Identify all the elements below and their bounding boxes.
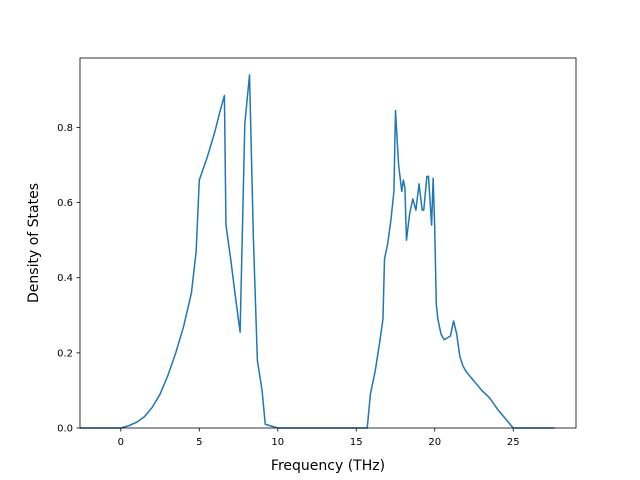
y-tick-label: 0.8 bbox=[57, 123, 73, 134]
x-tick-label: 20 bbox=[428, 437, 441, 448]
plot-frame bbox=[79, 57, 577, 429]
x-axis-ticks: 0 5 10 15 20 25 bbox=[118, 428, 520, 448]
x-tick-label: 15 bbox=[350, 437, 363, 448]
x-tick-label: 25 bbox=[507, 437, 520, 448]
x-tick-label: 0 bbox=[118, 437, 124, 448]
dos-curve bbox=[79, 74, 555, 429]
x-axis-label: Frequency (THz) bbox=[271, 458, 385, 474]
y-tick-label: 0.2 bbox=[57, 348, 73, 359]
y-axis-ticks: 0.0 0.2 0.4 0.6 0.8 bbox=[57, 123, 80, 435]
y-tick-label: 0.6 bbox=[57, 198, 73, 209]
x-tick-label: 5 bbox=[196, 437, 202, 448]
y-tick-label: 0.0 bbox=[57, 424, 73, 435]
y-axis-label: Density of States bbox=[26, 183, 42, 303]
y-tick-label: 0.4 bbox=[57, 273, 73, 284]
x-tick-label: 10 bbox=[271, 437, 284, 448]
